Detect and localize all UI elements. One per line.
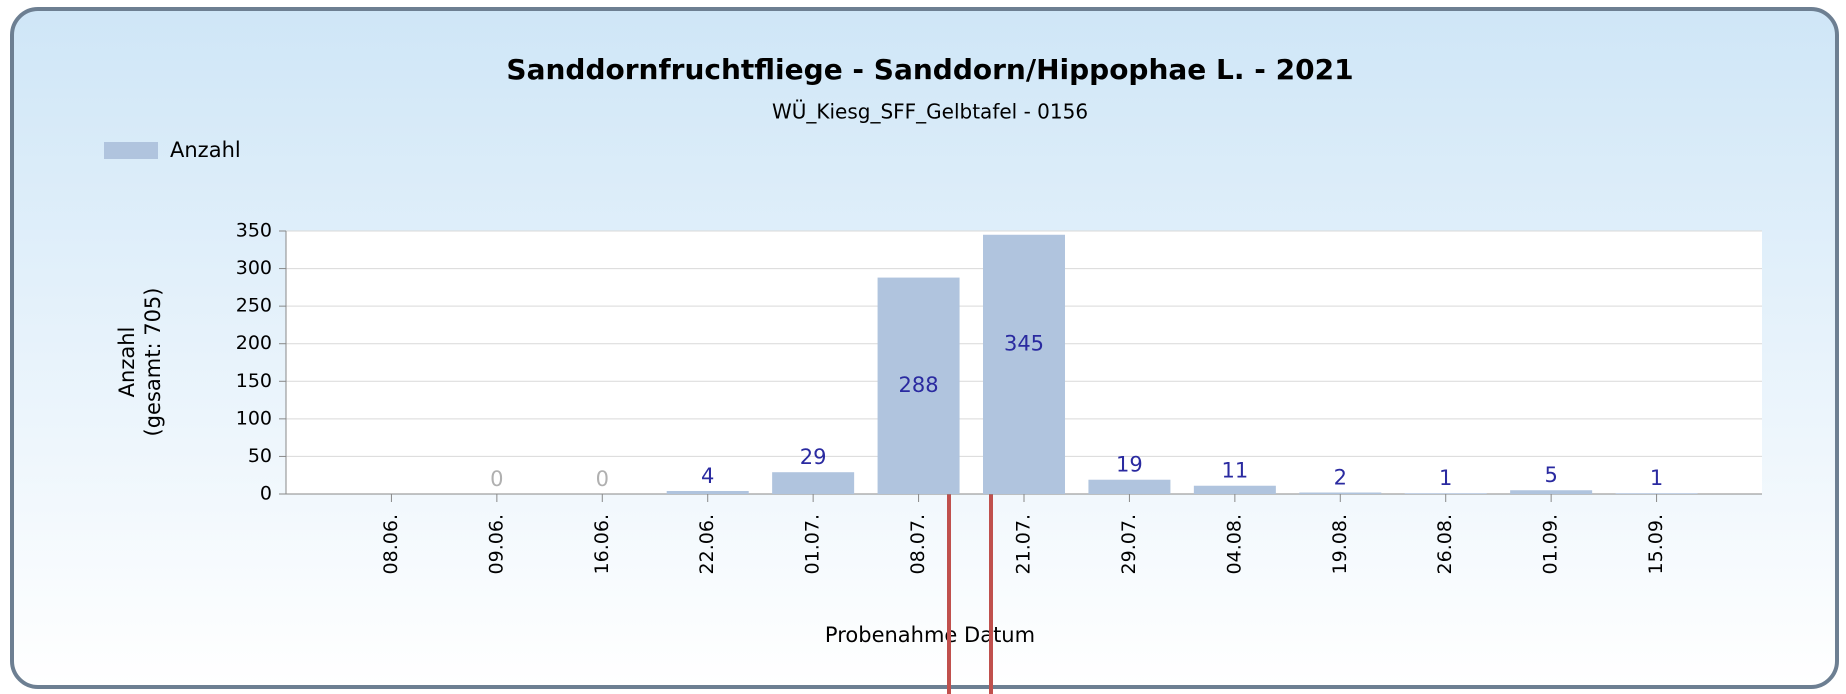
data-label: 11 [1221, 459, 1248, 483]
data-label: 1 [1439, 466, 1452, 490]
x-tick-label: 22.06. [696, 514, 718, 574]
x-tick-label: 04.08. [1223, 514, 1245, 574]
x-tick-label: 15.09. [1645, 514, 1667, 574]
y-tick-label: 100 [236, 407, 272, 429]
bar [877, 277, 960, 494]
y-tick-label: 50 [248, 445, 272, 467]
x-tick-label: 08.06. [380, 514, 402, 574]
bar [1088, 479, 1171, 494]
bar [983, 234, 1065, 494]
bar [1404, 493, 1487, 494]
y-tick-label: 300 [236, 257, 272, 279]
chart-subtitle: WÜ_Kiesg_SFF_Gelbtafel - 0156 [772, 100, 1088, 124]
data-label: 29 [800, 445, 827, 469]
x-tick-label: 19.08. [1329, 514, 1351, 574]
data-label: 1 [1650, 466, 1663, 490]
bar [1299, 492, 1382, 494]
legend-swatch [104, 142, 158, 159]
x-tick-label: 16.06. [591, 514, 613, 574]
y-axis-title-line: (gesamt: 705) [141, 288, 165, 437]
chart-title: Sanddornfruchtfliege - Sanddorn/Hippopha… [506, 53, 1353, 86]
x-tick-label: 09.06. [485, 514, 507, 574]
data-label: 288 [899, 373, 939, 397]
bar [1615, 493, 1698, 494]
data-label: 19 [1116, 453, 1143, 477]
legend-label: Anzahl [170, 138, 241, 162]
bar [772, 472, 855, 494]
x-tick-label: 01.07. [802, 514, 824, 574]
y-axis-title: Anzahl (gesamt: 705) [115, 288, 165, 437]
x-tick-label: 26.08. [1434, 514, 1456, 574]
data-label: 0 [490, 467, 503, 491]
y-tick-label: 0 [260, 483, 272, 505]
x-axis-title: Probenahme Datum [825, 623, 1035, 647]
bar [666, 490, 749, 494]
x-tick-label: 08.07. [907, 514, 929, 574]
data-label: 4 [701, 464, 714, 488]
data-label: 0 [596, 467, 609, 491]
bar [1510, 490, 1593, 494]
x-tick-label: 21.07. [1013, 514, 1035, 574]
bar [1193, 485, 1276, 494]
y-tick-label: 350 [236, 220, 272, 242]
y-tick-label: 200 [236, 332, 272, 354]
y-axis-title-line: Anzahl [115, 327, 139, 398]
data-label: 5 [1544, 463, 1557, 487]
data-label: 345 [1004, 331, 1044, 355]
y-tick-label: 250 [236, 295, 272, 317]
data-label: 2 [1334, 465, 1347, 489]
x-tick-label: 01.09. [1540, 514, 1562, 574]
y-tick-label: 150 [236, 370, 272, 392]
x-tick-label: 29.07. [1118, 514, 1140, 574]
